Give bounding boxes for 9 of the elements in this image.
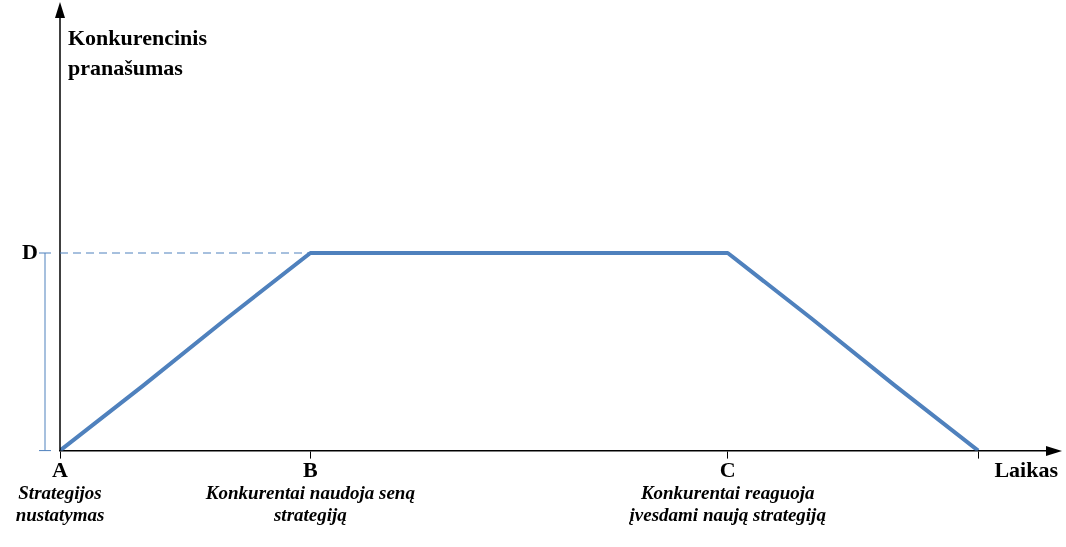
text: Konkurentai reaguoja įvesdami naują strategiją	[628, 482, 827, 526]
x-tick-label: C	[719, 457, 736, 483]
text: Konkurentai naudoja seną strategiją	[204, 482, 416, 526]
x-axis-title: Laikas	[994, 457, 1059, 483]
x-tick-label: A	[52, 457, 69, 483]
text: Strategijos nustatymas	[15, 482, 105, 526]
text: Konkurencinis pranašumas	[68, 24, 208, 80]
ref-line-label: D	[22, 238, 38, 264]
x-tick-label: B	[303, 457, 319, 483]
